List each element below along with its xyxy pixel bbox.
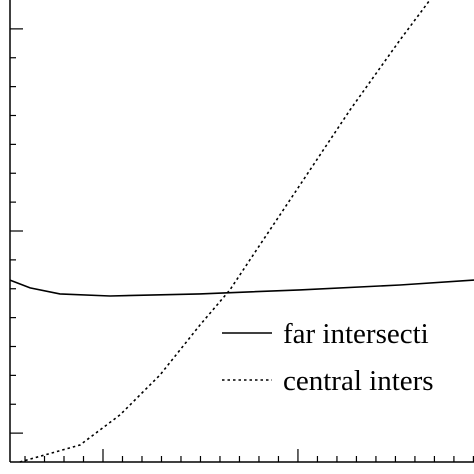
- series-line: [19, 0, 431, 463]
- legend-label: central inters: [283, 365, 434, 397]
- series-line: [9, 279, 474, 297]
- legend-label: far intersecti: [283, 318, 429, 350]
